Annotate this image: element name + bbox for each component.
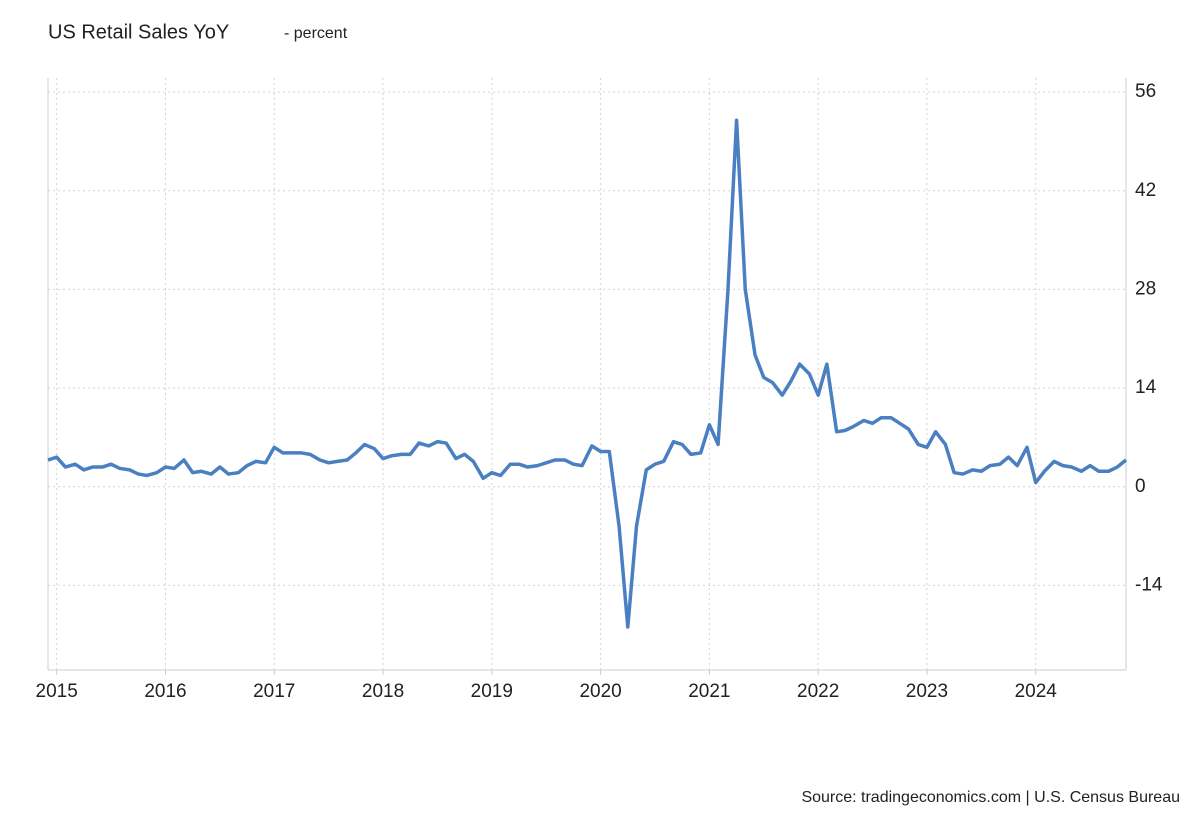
- x-tick-label: 2024: [1015, 681, 1058, 702]
- source-note: Source: tradingeconomics.com | U.S. Cens…: [801, 789, 1180, 806]
- y-tick-label: -14: [1135, 574, 1163, 595]
- x-tick-label: 2019: [471, 681, 513, 702]
- x-tick-label: 2022: [797, 681, 839, 702]
- x-tick-label: 2016: [144, 681, 186, 702]
- chart-title: US Retail Sales YoY: [48, 21, 229, 43]
- y-tick-label: 28: [1135, 278, 1156, 299]
- data-line: [47, 118, 1128, 629]
- x-tick-label: 2023: [906, 681, 948, 702]
- x-tick-label: 2020: [579, 681, 621, 702]
- x-tick-label: 2015: [36, 681, 78, 702]
- y-tick-label: 0: [1135, 476, 1146, 497]
- x-tick-label: 2021: [688, 681, 730, 702]
- chart-subtitle: - percent: [284, 25, 348, 42]
- y-tick-label: 42: [1135, 180, 1156, 201]
- x-tick-label: 2018: [362, 681, 404, 702]
- y-tick-label: 56: [1135, 81, 1156, 102]
- y-tick-label: 14: [1135, 377, 1157, 398]
- x-tick-label: 2017: [253, 681, 295, 702]
